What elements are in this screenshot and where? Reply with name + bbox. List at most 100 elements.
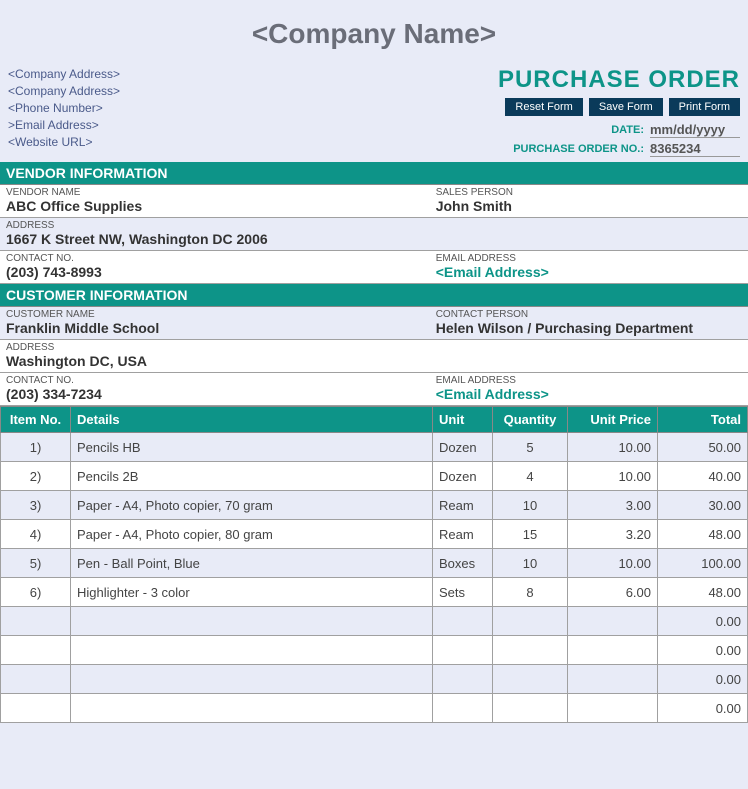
table-row[interactable]: 0.00 bbox=[1, 665, 748, 694]
cell-total[interactable]: 0.00 bbox=[658, 665, 748, 694]
date-value[interactable]: mm/dd/yyyy bbox=[650, 122, 740, 138]
cell-qty[interactable]: 10 bbox=[493, 491, 568, 520]
company-line: <Company Address> bbox=[8, 83, 432, 100]
company-line: <Phone Number> bbox=[8, 100, 432, 117]
customer-email-value[interactable]: <Email Address> bbox=[430, 386, 748, 405]
cell-qty[interactable]: 4 bbox=[493, 462, 568, 491]
col-header-unit: Unit bbox=[433, 407, 493, 433]
table-row[interactable]: 0.00 bbox=[1, 607, 748, 636]
cell-details[interactable]: Pen - Ball Point, Blue bbox=[71, 549, 433, 578]
vendor-name-value[interactable]: ABC Office Supplies bbox=[0, 198, 430, 217]
vendor-section-header: VENDOR INFORMATION bbox=[0, 162, 748, 185]
cell-qty[interactable]: 5 bbox=[493, 433, 568, 462]
cell-price[interactable]: 10.00 bbox=[568, 549, 658, 578]
contact-person-value[interactable]: Helen Wilson / Purchasing Department bbox=[430, 320, 748, 339]
customer-section-header: CUSTOMER INFORMATION bbox=[0, 284, 748, 307]
cell-qty[interactable]: 8 bbox=[493, 578, 568, 607]
cell-qty[interactable]: 10 bbox=[493, 549, 568, 578]
cell-total[interactable]: 100.00 bbox=[658, 549, 748, 578]
customer-name-value[interactable]: Franklin Middle School bbox=[0, 320, 430, 339]
cell-details[interactable]: Pencils 2B bbox=[71, 462, 433, 491]
vendor-contact-value[interactable]: (203) 743-8993 bbox=[0, 264, 430, 283]
cell-itemno[interactable] bbox=[1, 636, 71, 665]
cell-total[interactable]: 50.00 bbox=[658, 433, 748, 462]
cell-itemno[interactable]: 5) bbox=[1, 549, 71, 578]
cell-details[interactable]: Pencils HB bbox=[71, 433, 433, 462]
cell-itemno[interactable] bbox=[1, 665, 71, 694]
vendor-email-label: EMAIL ADDRESS bbox=[430, 251, 748, 264]
cell-unit[interactable]: Ream bbox=[433, 520, 493, 549]
table-row[interactable]: 0.00 bbox=[1, 636, 748, 665]
cell-total[interactable]: 0.00 bbox=[658, 694, 748, 723]
vendor-name-label: VENDOR NAME bbox=[0, 185, 430, 198]
col-header-qty: Quantity bbox=[493, 407, 568, 433]
vendor-address-value[interactable]: 1667 K Street NW, Washington DC 2006 bbox=[0, 231, 748, 250]
customer-contact-label: CONTACT NO. bbox=[0, 373, 430, 386]
table-row[interactable]: 2)Pencils 2BDozen410.0040.00 bbox=[1, 462, 748, 491]
cell-price[interactable]: 10.00 bbox=[568, 462, 658, 491]
cell-qty[interactable]: 15 bbox=[493, 520, 568, 549]
vendor-address-label: ADDRESS bbox=[0, 218, 748, 231]
cell-qty[interactable] bbox=[493, 665, 568, 694]
cell-itemno[interactable]: 3) bbox=[1, 491, 71, 520]
customer-email-label: EMAIL ADDRESS bbox=[430, 373, 748, 386]
cell-unit[interactable]: Ream bbox=[433, 491, 493, 520]
cell-price[interactable] bbox=[568, 694, 658, 723]
cell-price[interactable]: 10.00 bbox=[568, 433, 658, 462]
save-form-button[interactable]: Save Form bbox=[589, 98, 663, 116]
po-number-value[interactable]: 8365234 bbox=[650, 141, 740, 157]
table-row[interactable]: 4)Paper - A4, Photo copier, 80 gramReam1… bbox=[1, 520, 748, 549]
sales-person-value[interactable]: John Smith bbox=[430, 198, 748, 217]
customer-address-value[interactable]: Washington DC, USA bbox=[0, 353, 748, 372]
cell-itemno[interactable]: 6) bbox=[1, 578, 71, 607]
cell-qty[interactable] bbox=[493, 636, 568, 665]
cell-price[interactable] bbox=[568, 636, 658, 665]
cell-unit[interactable]: Sets bbox=[433, 578, 493, 607]
table-row[interactable]: 3)Paper - A4, Photo copier, 70 gramReam1… bbox=[1, 491, 748, 520]
table-row[interactable]: 5)Pen - Ball Point, BlueBoxes1010.00100.… bbox=[1, 549, 748, 578]
cell-itemno[interactable]: 2) bbox=[1, 462, 71, 491]
cell-total[interactable]: 48.00 bbox=[658, 578, 748, 607]
cell-itemno[interactable]: 1) bbox=[1, 433, 71, 462]
cell-price[interactable]: 3.00 bbox=[568, 491, 658, 520]
company-line: >Email Address> bbox=[8, 117, 432, 134]
cell-qty[interactable] bbox=[493, 607, 568, 636]
reset-form-button[interactable]: Reset Form bbox=[505, 98, 582, 116]
cell-total[interactable]: 0.00 bbox=[658, 636, 748, 665]
cell-price[interactable] bbox=[568, 665, 658, 694]
cell-unit[interactable] bbox=[433, 607, 493, 636]
cell-itemno[interactable] bbox=[1, 607, 71, 636]
cell-unit[interactable] bbox=[433, 694, 493, 723]
table-row[interactable]: 0.00 bbox=[1, 694, 748, 723]
cell-details[interactable] bbox=[71, 665, 433, 694]
company-name-title: <Company Name> bbox=[0, 0, 748, 62]
cell-details[interactable] bbox=[71, 607, 433, 636]
cell-details[interactable]: Paper - A4, Photo copier, 80 gram bbox=[71, 520, 433, 549]
table-row[interactable]: 6)Highlighter - 3 colorSets86.0048.00 bbox=[1, 578, 748, 607]
cell-total[interactable]: 0.00 bbox=[658, 607, 748, 636]
print-form-button[interactable]: Print Form bbox=[669, 98, 740, 116]
cell-unit[interactable]: Dozen bbox=[433, 462, 493, 491]
cell-price[interactable] bbox=[568, 607, 658, 636]
cell-price[interactable]: 3.20 bbox=[568, 520, 658, 549]
cell-unit[interactable] bbox=[433, 665, 493, 694]
cell-details[interactable] bbox=[71, 636, 433, 665]
cell-unit[interactable]: Dozen bbox=[433, 433, 493, 462]
contact-person-label: CONTACT PERSON bbox=[430, 307, 748, 320]
cell-total[interactable]: 30.00 bbox=[658, 491, 748, 520]
cell-itemno[interactable]: 4) bbox=[1, 520, 71, 549]
cell-qty[interactable] bbox=[493, 694, 568, 723]
cell-itemno[interactable] bbox=[1, 694, 71, 723]
cell-details[interactable]: Paper - A4, Photo copier, 70 gram bbox=[71, 491, 433, 520]
cell-price[interactable]: 6.00 bbox=[568, 578, 658, 607]
cell-total[interactable]: 48.00 bbox=[658, 520, 748, 549]
customer-address-label: ADDRESS bbox=[0, 340, 748, 353]
cell-total[interactable]: 40.00 bbox=[658, 462, 748, 491]
customer-contact-value[interactable]: (203) 334-7234 bbox=[0, 386, 430, 405]
vendor-email-value[interactable]: <Email Address> bbox=[430, 264, 748, 283]
cell-details[interactable] bbox=[71, 694, 433, 723]
cell-unit[interactable] bbox=[433, 636, 493, 665]
cell-details[interactable]: Highlighter - 3 color bbox=[71, 578, 433, 607]
cell-unit[interactable]: Boxes bbox=[433, 549, 493, 578]
table-row[interactable]: 1)Pencils HBDozen510.0050.00 bbox=[1, 433, 748, 462]
